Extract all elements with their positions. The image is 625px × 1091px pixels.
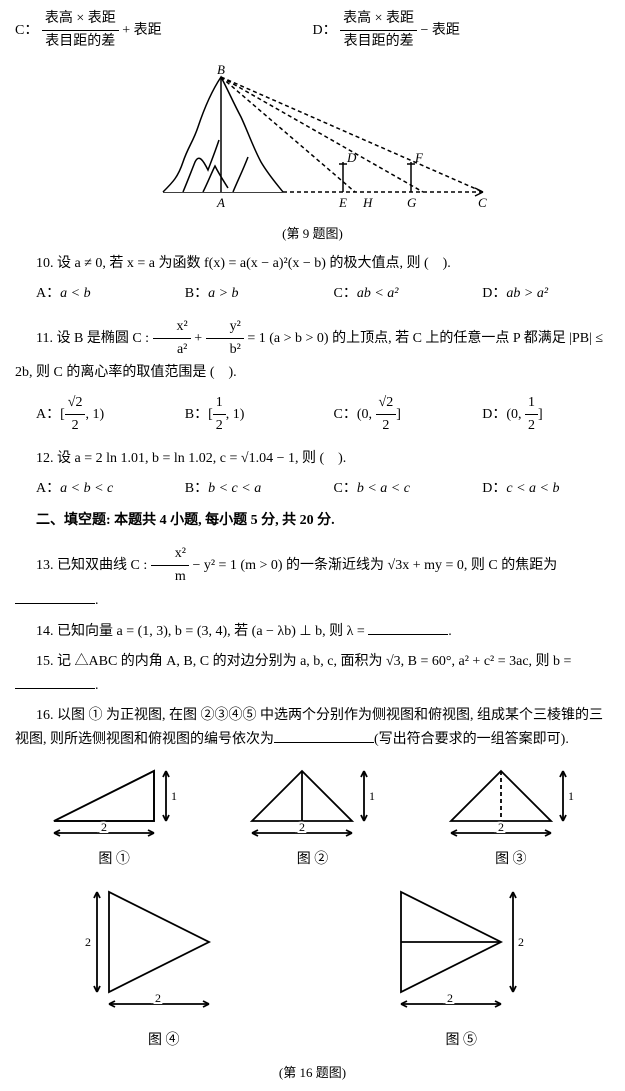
svg-text:2: 2 xyxy=(447,991,453,1005)
fig9-label-F: F xyxy=(414,150,424,165)
option-c: C： 表高 × 表距 表目距的差 + 表距 xyxy=(15,8,313,54)
q10-B: B：a > b xyxy=(164,283,313,305)
q12-options: A：a < b < c B：b < c < a C：b < a < c D：c … xyxy=(15,478,610,500)
q14-blank xyxy=(368,620,448,635)
q13-text: 13. 已知双曲线 C : x²m − y² = 1 (m > 0) 的一条渐近… xyxy=(15,543,610,612)
fig5: 2 2 2 图 ⑤ xyxy=(376,882,546,1053)
fig4-label: 图 ④ xyxy=(79,1030,249,1052)
option-d: D： 表高 × 表距 表目距的差 − 表距 xyxy=(313,8,611,54)
fig16-caption: (第 16 题图) xyxy=(15,1063,610,1084)
fig4: 2 2 2 图 ④ xyxy=(79,882,249,1053)
q10-A: A：a < b xyxy=(15,283,164,305)
fig3: 2 2 1 图 ③ xyxy=(436,761,586,872)
fig3-label: 图 ③ xyxy=(436,849,586,871)
q16-blank xyxy=(274,728,374,743)
fig1: 2 2 1 图 ① xyxy=(39,761,189,872)
svg-text:1: 1 xyxy=(369,789,375,803)
fig5-label: 图 ⑤ xyxy=(376,1030,546,1052)
fig9-container: B A D E H F G C (第 9 题图) xyxy=(15,62,610,245)
fig9-label-G: G xyxy=(407,195,417,210)
svg-text:2: 2 xyxy=(299,820,305,834)
fig9-label-E: E xyxy=(338,195,347,210)
fig9-label-B: B xyxy=(217,62,225,77)
q10-C: C：ab < a² xyxy=(313,283,462,305)
q12-A: A：a < b < c xyxy=(15,478,164,500)
q11-options: A：[√22, 1) B：[12, 1) C：(0, √22] D：(0, 12… xyxy=(15,392,610,438)
option-d-label: D： xyxy=(313,23,337,38)
fig9-label-A: A xyxy=(216,195,225,210)
option-c-label: C： xyxy=(15,23,38,38)
section2-title: 二、填空题: 本题共 4 小题, 每小题 5 分, 共 20 分. xyxy=(15,510,610,532)
q10-text: 10. 设 a ≠ 0, 若 x = a 为函数 f(x) = a(x − a)… xyxy=(15,253,610,275)
top-fraction-options: C： 表高 × 表距 表目距的差 + 表距 D： 表高 × 表距 表目距的差 −… xyxy=(15,8,610,54)
option-c-suffix: + 表距 xyxy=(122,23,161,38)
q11-B: B：[12, 1) xyxy=(164,392,313,438)
q12-D: D：c < a < b xyxy=(461,478,610,500)
q11-D: D：(0, 12] xyxy=(461,392,610,438)
q11-C: C：(0, √22] xyxy=(313,392,462,438)
svg-text:2: 2 xyxy=(85,935,91,949)
fig9-label-C: C xyxy=(478,195,487,210)
q15-blank xyxy=(15,674,95,689)
svg-text:2: 2 xyxy=(498,820,504,834)
q11-text: 11. 设 B 是椭圆 C : x²a² + y²b² = 1 (a > b >… xyxy=(15,316,610,384)
q15-text: 15. 记 △ABC 的内角 A, B, C 的对边分别为 a, b, c, 面… xyxy=(15,651,610,697)
q16-text: 16. 以图 ① 为正视图, 在图 ②③④⑤ 中选两个分别作为侧视图和俯视图, … xyxy=(15,705,610,751)
fig9-svg: B A D E H F G C xyxy=(133,62,493,212)
option-d-frac: 表高 × 表距 表目距的差 xyxy=(340,8,417,54)
q10-D: D：ab > a² xyxy=(461,283,610,305)
option-d-suffix: − 表距 xyxy=(421,23,460,38)
fig9-label-D: D xyxy=(346,150,357,165)
q16-figrow1: 2 2 1 图 ① 2 2 1 图 ② xyxy=(15,761,610,872)
svg-text:1: 1 xyxy=(171,789,177,803)
q14-text: 14. 已知向量 a = (1, 3), b = (3, 4), 若 (a − … xyxy=(15,620,610,643)
q12-C: C：b < a < c xyxy=(313,478,462,500)
q11-A: A：[√22, 1) xyxy=(15,392,164,438)
q12-B: B：b < c < a xyxy=(164,478,313,500)
fig1-label: 图 ① xyxy=(39,849,189,871)
q12-text: 12. 设 a = 2 ln 1.01, b = ln 1.02, c = √1… xyxy=(15,448,610,470)
q10-options: A：a < b B：a > b C：ab < a² D：ab > a² xyxy=(15,283,610,305)
svg-text:1: 1 xyxy=(568,789,574,803)
fig9-caption: (第 9 题图) xyxy=(15,224,610,245)
q16-figrow2: 2 2 2 图 ④ 2 2 2 图 ⑤ xyxy=(15,882,610,1053)
q13-blank xyxy=(15,589,95,604)
fig2: 2 2 1 图 ② xyxy=(237,761,387,872)
fig9-label-H: H xyxy=(362,195,373,210)
svg-text:2: 2 xyxy=(518,935,524,949)
svg-text:2: 2 xyxy=(101,820,107,834)
fig2-label: 图 ② xyxy=(237,849,387,871)
svg-text:2: 2 xyxy=(155,991,161,1005)
option-c-frac: 表高 × 表距 表目距的差 xyxy=(42,8,119,54)
